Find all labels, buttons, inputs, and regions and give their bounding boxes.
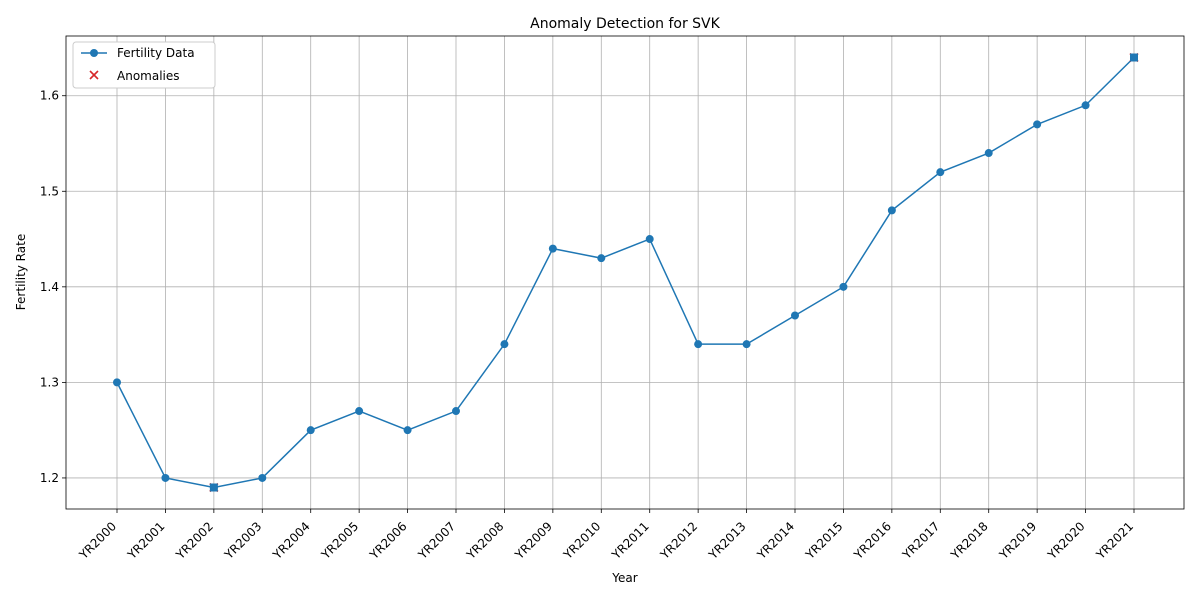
series-line-fertility-data <box>116 56 1135 489</box>
y-tick-label: 1.6 <box>40 89 59 103</box>
y-axis-label: Fertility Rate <box>14 234 28 310</box>
data-point <box>548 244 557 253</box>
data-point <box>984 149 993 158</box>
data-point <box>597 254 606 263</box>
data-point <box>839 282 848 291</box>
legend-anomaly-marker <box>89 70 99 80</box>
data-point <box>306 426 315 435</box>
y-tick-label: 1.2 <box>40 471 59 485</box>
legend-point-marker <box>90 49 98 57</box>
y-tick-label: 1.4 <box>40 280 59 294</box>
y-tick-label: 1.5 <box>40 184 59 198</box>
data-point <box>645 235 654 244</box>
data-point <box>742 340 751 349</box>
data-point <box>936 168 945 177</box>
chart-title: Anomaly Detection for SVK <box>530 16 720 32</box>
anomaly-marker <box>209 482 219 493</box>
data-point <box>258 473 267 482</box>
data-point <box>500 340 509 349</box>
data-point <box>355 407 364 416</box>
x-axis-label: Year <box>611 571 637 585</box>
legend-entry-anomalies: Anomalies <box>117 69 180 83</box>
series-layer <box>113 52 1139 493</box>
legend-frame <box>72 41 216 89</box>
y-tick-label: 1.3 <box>40 375 59 389</box>
data-point <box>1081 101 1090 110</box>
legend-entry-fertility-data: Fertility Data <box>117 46 195 60</box>
data-point <box>887 206 896 215</box>
plot-area-frame <box>65 35 1185 510</box>
data-point <box>113 378 121 387</box>
grid <box>66 36 1184 509</box>
data-point <box>694 340 703 349</box>
y-axis: 1.2 1.3 1.4 1.5 1.6 <box>40 89 66 485</box>
anomaly-marker <box>1129 52 1139 63</box>
data-point <box>1033 120 1042 129</box>
data-point <box>403 426 412 435</box>
data-point <box>161 473 170 482</box>
data-point <box>791 311 799 320</box>
data-point <box>452 407 460 416</box>
legend: Fertility Data Anomalies <box>72 41 216 89</box>
